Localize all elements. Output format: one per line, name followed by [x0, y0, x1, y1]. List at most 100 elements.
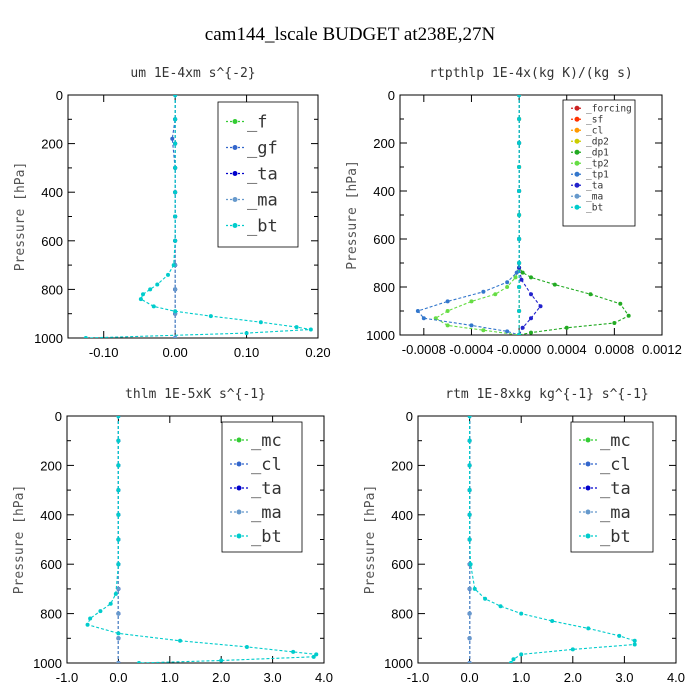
data-point: [517, 213, 522, 217]
legend-label: _dp2: [586, 137, 609, 148]
data-point: [517, 261, 522, 265]
data-point: [291, 649, 296, 654]
legend-marker: [574, 193, 580, 199]
x-tick-label: 4.0: [667, 670, 685, 685]
legend-label: _cl: [251, 455, 282, 475]
data-point: [116, 488, 121, 493]
legend-marker: [236, 533, 242, 539]
legend-label: _mc: [251, 431, 282, 451]
legend-box: [217, 101, 299, 248]
legend-label: _gf: [247, 138, 278, 158]
y-tick-label: 800: [373, 280, 395, 295]
data-point: [113, 591, 118, 596]
data-point: [116, 611, 121, 616]
x-tick-label: 2.0: [564, 670, 582, 685]
panel-4: rtm 1E-8xkg kg^{-1} s^{-1} Pressure [hPa]…: [363, 387, 685, 685]
legend: _mc _cl _ta _ma _bt: [570, 421, 654, 553]
data-point: [170, 136, 175, 141]
y-axis-label: Pressure [hPa]: [345, 160, 360, 270]
data-point: [617, 633, 622, 638]
series-group: [83, 95, 313, 338]
y-tick-label: 200: [41, 137, 63, 152]
data-point: [244, 331, 249, 336]
data-point: [519, 611, 524, 616]
data-point: [550, 619, 555, 624]
data-point: [138, 297, 143, 302]
x-tick-label: 1.0: [512, 670, 530, 685]
legend-label: _ma: [251, 503, 282, 523]
data-point: [116, 586, 121, 591]
y-tick-label: 600: [373, 232, 395, 247]
legend-box: [221, 421, 303, 553]
legend-label: _cl: [586, 126, 603, 137]
data-point: [505, 285, 510, 289]
legend-label: _dp1: [586, 148, 609, 159]
data-point: [85, 622, 90, 627]
legend-marker: [236, 461, 242, 467]
data-point: [311, 654, 316, 659]
data-point: [467, 586, 472, 591]
legend-marker: [585, 461, 591, 467]
x-tick-label: 4.0: [315, 670, 333, 685]
data-point: [173, 309, 178, 314]
panel-1: um 1E-4xm s^{-2} Pressure [hPa] 0 200 400 600…: [13, 66, 331, 360]
data-point: [83, 336, 88, 338]
y-tick-label: 800: [40, 607, 62, 622]
legend-marker: [574, 105, 580, 111]
data-point: [529, 275, 533, 280]
data-point: [314, 652, 319, 657]
panel-title: thlm 1E-5xK s^{-1}: [125, 387, 266, 402]
data-point: [481, 289, 486, 294]
legend-label: _tp1: [586, 170, 609, 181]
y-tick-label: 0: [56, 88, 63, 103]
data-point: [308, 327, 313, 332]
data-point: [632, 638, 637, 643]
legend-label: _ma: [600, 503, 631, 523]
legend-marker: [585, 509, 591, 515]
data-point: [467, 438, 472, 443]
legend-marker: [585, 437, 591, 443]
legend-marker: [232, 145, 238, 150]
data-point: [294, 325, 299, 330]
data-point: [445, 323, 450, 328]
legend-label: _bt: [586, 203, 603, 214]
y-axis-label: Pressure [hPa]: [13, 162, 28, 272]
x-tick-label: 3.0: [615, 670, 633, 685]
data-point: [208, 314, 213, 319]
panel-3: thlm 1E-5xK s^{-1} Pressure [hPa] 0 200 400 6…: [12, 387, 333, 685]
data-point: [468, 562, 473, 567]
data-point: [588, 292, 593, 297]
legend: _forcing_sf_cl_dp2_dp1_tp2_tp1_ta_ma_bt: [562, 99, 636, 227]
y-tick-label: 400: [40, 508, 62, 523]
data-point: [538, 304, 543, 309]
data-point: [116, 463, 121, 468]
data-point: [173, 165, 178, 170]
x-tick-label: -0.0008: [402, 342, 446, 357]
data-point: [570, 647, 575, 652]
legend-marker: [574, 182, 580, 188]
legend-marker: [574, 171, 580, 177]
data-point: [173, 214, 178, 219]
data-point: [108, 601, 113, 606]
data-point: [116, 512, 121, 517]
y-tick-label: 0: [55, 409, 62, 424]
data-point: [529, 330, 533, 335]
data-point: [529, 292, 533, 297]
data-point: [505, 329, 510, 334]
data-point: [116, 438, 121, 443]
data-point: [166, 272, 170, 277]
data-point: [517, 309, 522, 313]
data-point: [517, 141, 522, 145]
data-point: [136, 661, 141, 663]
data-point: [467, 512, 472, 517]
y-tick-label: 200: [40, 458, 62, 473]
data-point: [517, 165, 522, 169]
data-point: [469, 299, 474, 304]
legend-marker: [232, 119, 238, 124]
x-tick-label: -0.0004: [449, 342, 493, 357]
figure-title: cam144_lscale BUDGET at238E,27N: [205, 24, 496, 45]
legend-box: [570, 421, 654, 553]
y-tick-label: 800: [391, 607, 413, 622]
data-point: [433, 316, 438, 321]
data-point: [151, 304, 156, 309]
